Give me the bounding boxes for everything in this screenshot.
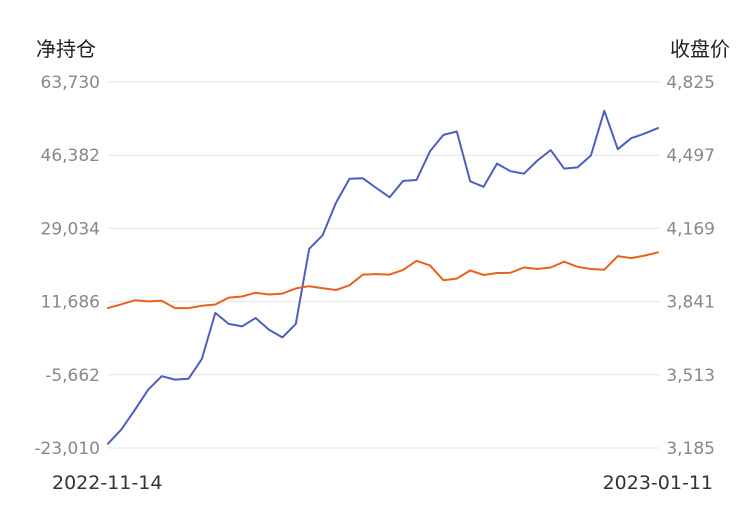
left-tick-label: -23,010: [34, 439, 100, 459]
right-tick-label: 3,841: [666, 293, 715, 313]
net-position-line: [107, 109, 659, 445]
right-tick-label: 4,169: [666, 219, 715, 239]
left-tick-label: 46,382: [41, 146, 100, 166]
x-start-label: 2022-11-14: [52, 472, 162, 494]
grid-lines: [108, 81, 660, 449]
right-tick-label: 3,513: [666, 366, 715, 386]
right-tick-label: 4,825: [666, 73, 715, 93]
left-axis-ticks: 63,730 46,382 29,034 11,686 -5,662 -23,010: [34, 73, 100, 459]
right-tick-label: 3,185: [666, 439, 715, 459]
right-tick-label: 4,497: [666, 146, 715, 166]
close-price-line: [107, 251, 659, 310]
right-axis-title: 收盘价: [670, 37, 730, 61]
left-tick-label: -5,662: [45, 366, 100, 386]
left-axis-title: 净持仓: [36, 37, 96, 61]
right-axis-ticks: 4,825 4,497 4,169 3,841 3,513 3,185: [666, 73, 715, 459]
left-tick-label: 63,730: [41, 73, 100, 93]
left-tick-label: 29,034: [41, 219, 100, 239]
left-tick-label: 11,686: [41, 293, 100, 313]
series-lines: [107, 109, 659, 445]
x-end-label: 2023-01-11: [603, 472, 713, 494]
